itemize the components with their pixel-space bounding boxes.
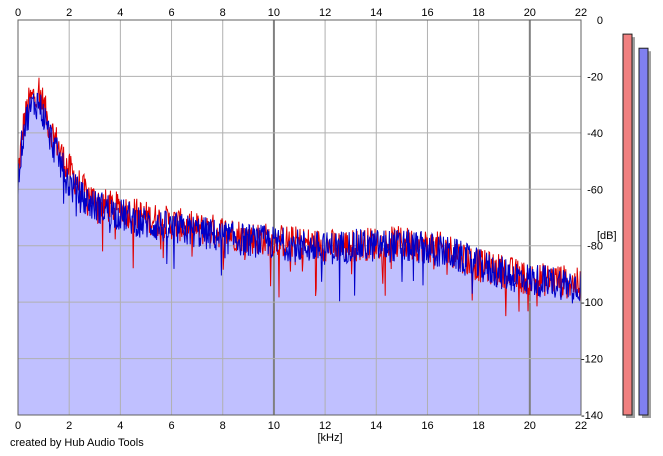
y-tick-label: -60 [587,184,603,196]
plot-frame [17,19,582,416]
x-tick-label-bottom: 14 [370,420,382,432]
y-tick-label: 0 [597,15,603,27]
y-tick-labels: 0 -20 -40 -60 -80 -100 -120 -140 [581,15,603,422]
x-tick-label-bottom: 18 [473,420,485,432]
x-tick-label-top: 4 [117,7,123,19]
x-tick-label-bottom: 4 [117,420,123,432]
x-tick-label-top: 2 [66,7,72,19]
spectrum-line-blue [17,92,582,304]
x-tick-label-bottom: 16 [421,420,433,432]
x-tick-label-bottom: 6 [168,420,174,432]
x-tick-label-top: 8 [220,7,226,19]
x-tick-label-bottom: 12 [319,420,331,432]
x-tick-label-top: 6 [168,7,174,19]
level-meters [622,33,651,418]
y-tick-label: -20 [587,71,603,83]
x-tick-label-top: 22 [575,7,587,19]
x-tick-label-top: 10 [268,7,280,19]
y-tick-label: -140 [581,410,603,422]
plot-border [17,19,582,416]
y-tick-label: -80 [587,241,603,253]
y-tick-label: -120 [581,354,603,366]
y-tick-label: -40 [587,128,603,140]
x-tick-label-top: 20 [524,7,536,19]
x-tick-label-top: 0 [15,7,21,19]
spectrum-traces [17,77,582,317]
x-tick-label-top: 16 [421,7,433,19]
x-tick-label-bottom: 0 [15,420,21,432]
spectrum-fill [18,93,581,416]
x-tick-label-bottom: 8 [220,420,226,432]
spectrum-area [18,93,581,416]
y-tick-label: -100 [581,297,603,309]
level-meter-blue [638,47,649,416]
x-tick-label-top: 12 [319,7,331,19]
level-meter-red [622,33,633,416]
x-tick-label-bottom: 20 [524,420,536,432]
x-tick-label-bottom: 22 [575,420,587,432]
credit-text: created by Hub Audio Tools [10,437,144,449]
x-tick-label-bottom: 2 [66,420,72,432]
x-tick-label-bottom: 10 [268,420,280,432]
x-axis-label: [kHz] [317,432,342,444]
x-tick-label-top: 14 [370,7,382,19]
y-axis-label: [dB] [597,230,617,242]
x-tick-label-top: 18 [473,7,485,19]
